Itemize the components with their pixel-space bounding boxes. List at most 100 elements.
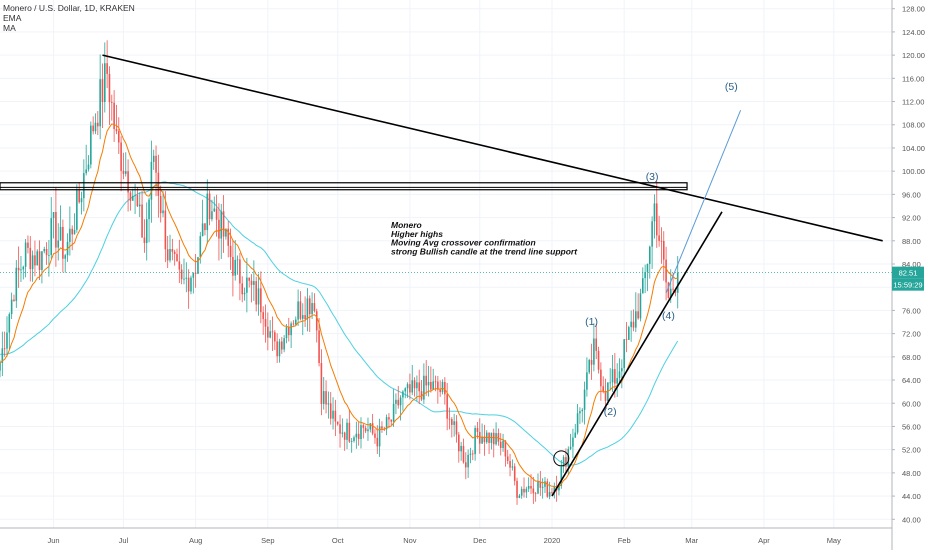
- candle-body[interactable]: [644, 271, 646, 279]
- candle-body[interactable]: [530, 485, 532, 489]
- candle-body[interactable]: [600, 369, 602, 387]
- candle-body[interactable]: [369, 423, 372, 430]
- candle-body[interactable]: [150, 161, 153, 200]
- candle-body[interactable]: [104, 63, 106, 103]
- candle-body[interactable]: [497, 433, 500, 442]
- candle-body[interactable]: [215, 208, 218, 220]
- candle-body[interactable]: [20, 269, 22, 271]
- candle-body[interactable]: [278, 341, 281, 357]
- candle-body[interactable]: [55, 212, 57, 248]
- candle-body[interactable]: [52, 212, 55, 219]
- candle-body[interactable]: [586, 372, 588, 390]
- candle-body[interactable]: [346, 422, 348, 440]
- candle-body[interactable]: [99, 79, 101, 127]
- candle-body[interactable]: [660, 240, 663, 242]
- candle-body[interactable]: [304, 315, 306, 320]
- candle-body[interactable]: [374, 433, 376, 438]
- candle-body[interactable]: [76, 190, 78, 230]
- candle-body[interactable]: [260, 288, 262, 313]
- candle-body[interactable]: [80, 198, 83, 203]
- candle-body[interactable]: [155, 155, 157, 173]
- candle-body[interactable]: [444, 382, 446, 395]
- candle-body[interactable]: [6, 332, 8, 349]
- candle-body[interactable]: [3, 348, 6, 350]
- candle-body[interactable]: [294, 319, 297, 325]
- candle-body[interactable]: [36, 251, 39, 266]
- candle-body[interactable]: [190, 277, 192, 292]
- elliott-projection-line[interactable]: [665, 110, 742, 294]
- candle-body[interactable]: [455, 421, 458, 435]
- candle-body[interactable]: [227, 228, 230, 246]
- candle-body[interactable]: [411, 380, 414, 393]
- candle-body[interactable]: [229, 245, 232, 257]
- candle-body[interactable]: [143, 237, 146, 243]
- candle-body[interactable]: [453, 421, 455, 425]
- candle-body[interactable]: [232, 256, 234, 276]
- candle-body[interactable]: [94, 122, 97, 132]
- candle-body[interactable]: [611, 369, 614, 383]
- candle-body[interactable]: [665, 259, 667, 283]
- candle-body[interactable]: [339, 424, 341, 434]
- candle-body[interactable]: [164, 210, 167, 250]
- candle-body[interactable]: [618, 371, 621, 379]
- candle-body[interactable]: [409, 384, 411, 393]
- candle-body[interactable]: [597, 350, 600, 370]
- candle-body[interactable]: [509, 460, 511, 468]
- candle-body[interactable]: [628, 327, 630, 340]
- candle-body[interactable]: [187, 277, 190, 292]
- candle-body[interactable]: [253, 281, 255, 285]
- candle-body[interactable]: [34, 255, 36, 266]
- candle-body[interactable]: [534, 493, 537, 495]
- candle-body[interactable]: [131, 195, 134, 201]
- candle-body[interactable]: [287, 327, 290, 336]
- candle-body[interactable]: [560, 466, 563, 486]
- candle-body[interactable]: [17, 267, 20, 271]
- candle-body[interactable]: [658, 235, 660, 241]
- candle-body[interactable]: [301, 315, 304, 319]
- candle-body[interactable]: [276, 341, 278, 357]
- candle-body[interactable]: [329, 403, 332, 419]
- candle-body[interactable]: [553, 486, 556, 493]
- candle-body[interactable]: [499, 441, 502, 449]
- candle-body[interactable]: [71, 228, 73, 235]
- candle-body[interactable]: [185, 277, 188, 279]
- candle-body[interactable]: [92, 125, 94, 132]
- candle-body[interactable]: [236, 259, 239, 261]
- candle-body[interactable]: [413, 380, 416, 389]
- candle-body[interactable]: [241, 283, 244, 295]
- candle-body[interactable]: [225, 228, 227, 237]
- candle-body[interactable]: [676, 272, 679, 293]
- candle-body[interactable]: [62, 226, 64, 259]
- ema-line[interactable]: [0, 123, 678, 488]
- candle-body[interactable]: [8, 314, 11, 333]
- candle-body[interactable]: [348, 422, 351, 442]
- candle-body[interactable]: [357, 433, 360, 440]
- candle-body[interactable]: [623, 339, 625, 369]
- candle-body[interactable]: [157, 172, 160, 196]
- candle-body[interactable]: [385, 417, 388, 430]
- candle-body[interactable]: [27, 242, 29, 248]
- candle-body[interactable]: [334, 410, 337, 422]
- candle-body[interactable]: [97, 122, 99, 127]
- candle-body[interactable]: [257, 288, 260, 305]
- candle-body[interactable]: [255, 281, 257, 305]
- candle-body[interactable]: [141, 204, 143, 238]
- candle-body[interactable]: [29, 247, 32, 270]
- candle-body[interactable]: [388, 417, 390, 420]
- candle-body[interactable]: [462, 445, 465, 463]
- candle-body[interactable]: [565, 457, 567, 467]
- candle-body[interactable]: [129, 192, 132, 201]
- candle-body[interactable]: [264, 319, 267, 327]
- candle-body[interactable]: [616, 378, 618, 384]
- candle-body[interactable]: [525, 488, 528, 493]
- candle-body[interactable]: [162, 210, 164, 214]
- candle-body[interactable]: [108, 73, 111, 103]
- candle-body[interactable]: [353, 437, 355, 441]
- candle-body[interactable]: [621, 368, 623, 372]
- candle-body[interactable]: [262, 312, 264, 320]
- candle-body[interactable]: [467, 454, 469, 468]
- candle-body[interactable]: [583, 389, 586, 410]
- candle-body[interactable]: [69, 228, 71, 242]
- candle-body[interactable]: [332, 410, 334, 419]
- candle-body[interactable]: [576, 413, 579, 433]
